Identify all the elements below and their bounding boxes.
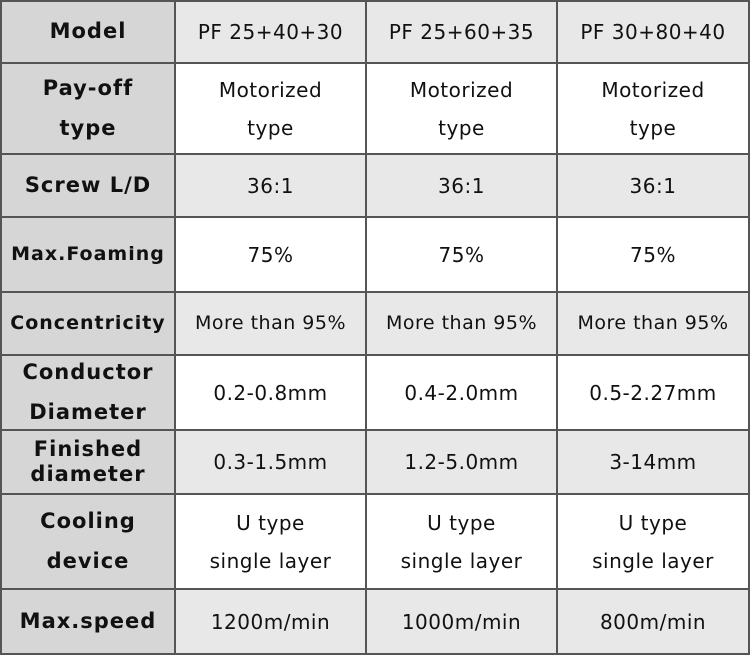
- column-header-cell: PF 25+60+35: [367, 0, 558, 64]
- table-cell: More than 95%: [558, 293, 750, 356]
- cell-text: type: [59, 115, 117, 140]
- cell-text: single layer: [209, 548, 332, 573]
- table-cell: 36:1: [558, 155, 750, 218]
- cell-text: single layer: [592, 548, 714, 573]
- table-cell: 3-14mm: [558, 431, 750, 495]
- cell-text: 36:1: [247, 173, 294, 198]
- row-header-cell: Screw L/D: [0, 155, 176, 218]
- cell-text: Finished: [33, 436, 143, 461]
- cell-text: 75%: [438, 242, 485, 267]
- table-cell: More than 95%: [367, 293, 558, 356]
- cell-text: PF 30+80+40: [580, 20, 726, 44]
- cell-text: 36:1: [629, 173, 677, 198]
- cell-text: 75%: [630, 242, 676, 267]
- table-cell: U type single layer: [176, 495, 367, 590]
- cell-text: U type: [427, 510, 496, 535]
- row-header-cell: Model: [0, 0, 176, 64]
- cell-text: Motorized: [218, 77, 323, 102]
- table-cell: 1000m/min: [367, 590, 558, 655]
- cell-text: Diameter: [29, 399, 147, 424]
- cell-text: 1200m/min: [210, 609, 331, 634]
- table-cell: Motorized type: [367, 64, 558, 155]
- column-header-cell: PF 25+40+30: [176, 0, 367, 64]
- cell-text: device: [46, 548, 130, 573]
- table-cell: More than 95%: [176, 293, 367, 356]
- cell-text: PF 25+40+30: [197, 20, 344, 44]
- row-header-cell: Max.speed: [0, 590, 176, 655]
- cell-text: type: [247, 115, 294, 140]
- cell-text: type: [629, 115, 677, 140]
- row-header-cell: Conductor Diameter: [0, 356, 176, 431]
- cell-text: U type: [236, 510, 305, 535]
- table-cell: 75%: [176, 218, 367, 293]
- cell-text: Motorized: [601, 77, 705, 102]
- cell-text: 800m/min: [599, 609, 707, 634]
- row-header-cell: Finished diameter: [0, 431, 176, 495]
- table-cell: 36:1: [367, 155, 558, 218]
- column-header-cell: PF 30+80+40: [558, 0, 750, 64]
- table-cell: 1.2-5.0mm: [367, 431, 558, 495]
- table-cell: 0.5-2.27mm: [558, 356, 750, 431]
- cell-text: Max.speed: [19, 608, 157, 633]
- table-cell: Motorized type: [558, 64, 750, 155]
- table-cell: 75%: [367, 218, 558, 293]
- cell-text: 0.2-0.8mm: [213, 380, 328, 405]
- cell-text: diameter: [30, 462, 146, 486]
- cell-text: 75%: [247, 242, 294, 267]
- table-cell: 36:1: [176, 155, 367, 218]
- cell-text: single layer: [400, 548, 523, 573]
- table-cell: 75%: [558, 218, 750, 293]
- cell-text: Screw L/D: [24, 172, 152, 197]
- table-cell: 800m/min: [558, 590, 750, 655]
- table-cell: 0.3-1.5mm: [176, 431, 367, 495]
- cell-text: 0.3-1.5mm: [213, 450, 328, 474]
- cell-text: Pay-off: [42, 75, 134, 100]
- cell-text: 3-14mm: [609, 450, 697, 474]
- cell-text: 0.4-2.0mm: [404, 380, 519, 405]
- cell-text: More than 95%: [385, 312, 538, 335]
- cell-text: Max.Foaming: [11, 243, 165, 266]
- cell-text: 36:1: [438, 173, 485, 198]
- table-cell: 0.2-0.8mm: [176, 356, 367, 431]
- cell-text: type: [438, 115, 485, 140]
- row-header-cell: Cooling device: [0, 495, 176, 590]
- cell-text: Cooling: [40, 508, 136, 533]
- table-cell: Motorized type: [176, 64, 367, 155]
- cell-text: Conductor: [22, 359, 154, 384]
- cell-text: 1.2-5.0mm: [404, 450, 519, 474]
- table-cell: 0.4-2.0mm: [367, 356, 558, 431]
- row-header-cell: Pay-off type: [0, 64, 176, 155]
- cell-text: Motorized: [409, 77, 514, 102]
- cell-text: More than 95%: [194, 312, 347, 335]
- cell-text: PF 25+60+35: [388, 20, 535, 44]
- cell-text: Concentricity: [10, 312, 166, 335]
- row-header-cell: Max.Foaming: [0, 218, 176, 293]
- cell-text: Model: [49, 19, 127, 44]
- row-header-cell: Concentricity: [0, 293, 176, 356]
- cell-text: 0.5-2.27mm: [589, 380, 717, 405]
- cell-text: More than 95%: [577, 312, 729, 335]
- table-cell: U type single layer: [558, 495, 750, 590]
- cell-text: U type: [618, 510, 688, 535]
- cell-text: 1000m/min: [401, 609, 522, 634]
- table-cell: U type single layer: [367, 495, 558, 590]
- table-cell: 1200m/min: [176, 590, 367, 655]
